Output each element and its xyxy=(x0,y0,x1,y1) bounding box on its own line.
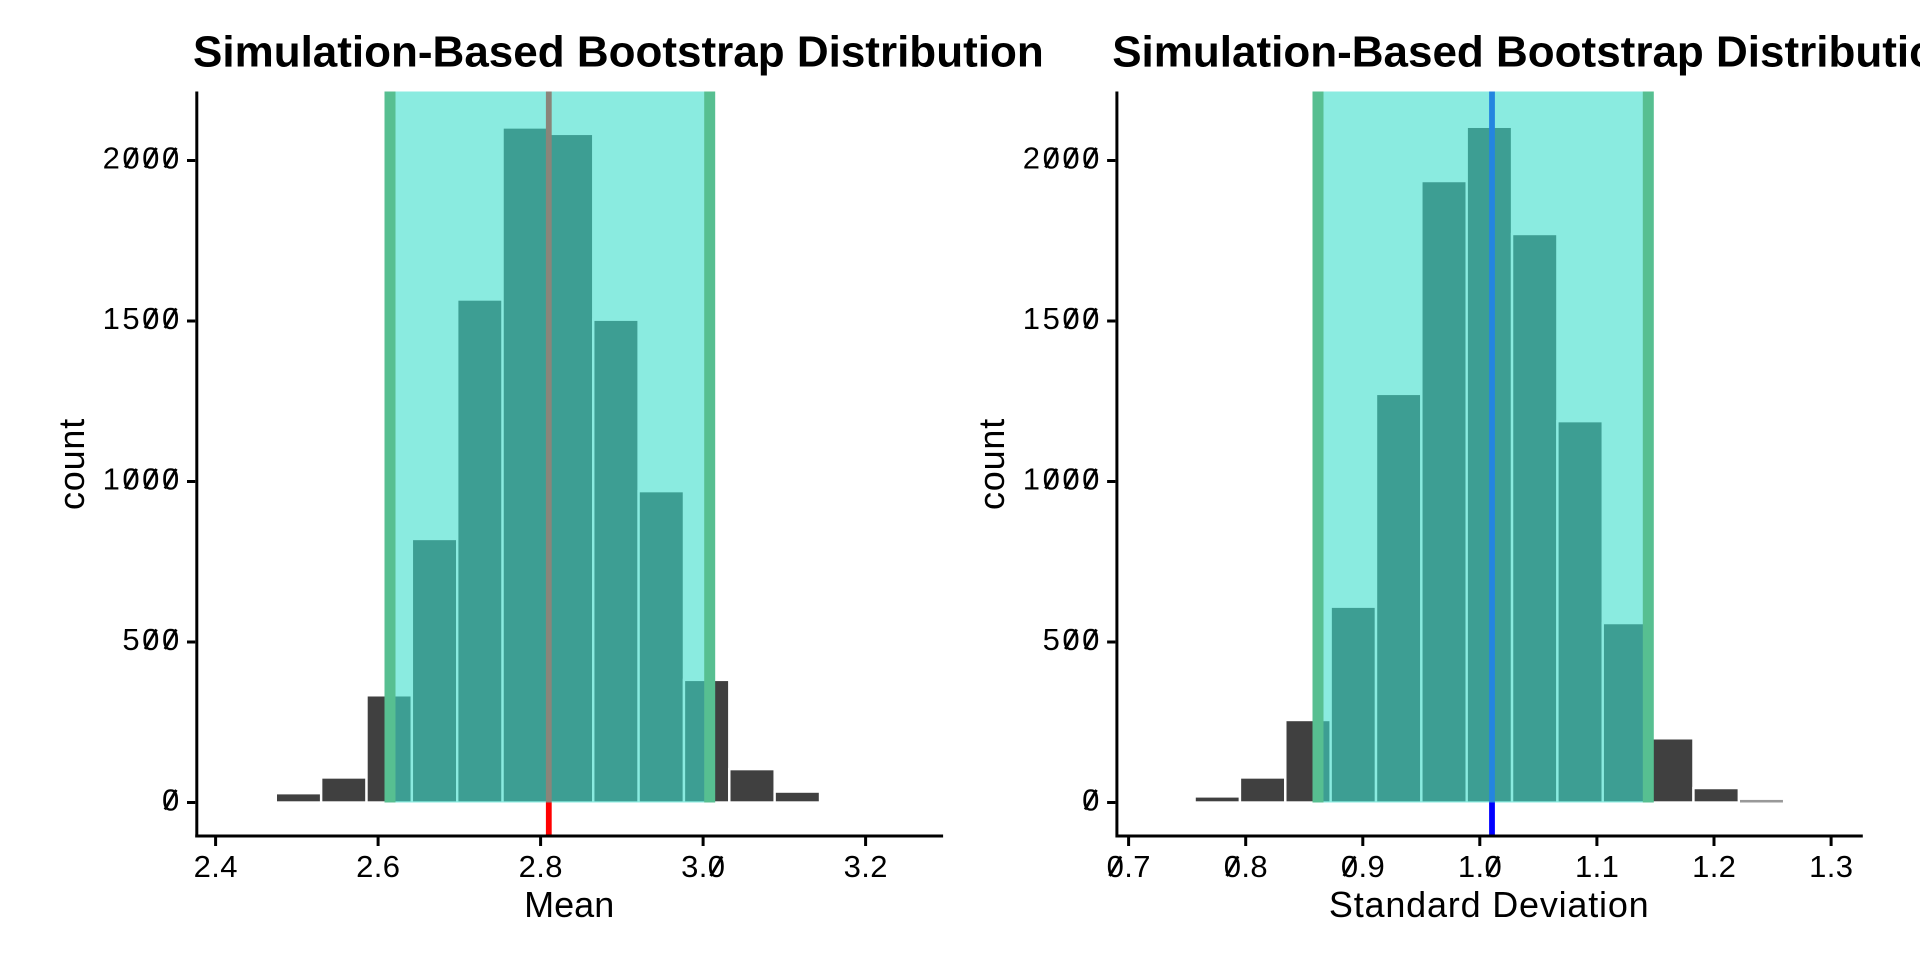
svg-text:Simulation-Based Bootstrap Dis: Simulation-Based Bootstrap Distribution xyxy=(193,28,1044,77)
svg-text:.: . xyxy=(1710,849,1719,884)
svg-text:9: 9 xyxy=(1367,849,1384,884)
svg-text:8: 8 xyxy=(545,849,562,884)
svg-text:2: 2 xyxy=(194,849,211,884)
svg-text:count: count xyxy=(971,418,1012,510)
svg-text:.: . xyxy=(211,849,220,884)
svg-text:4: 4 xyxy=(220,849,237,884)
svg-text:2: 2 xyxy=(103,141,120,176)
svg-text:.: . xyxy=(699,849,708,884)
svg-text:2: 2 xyxy=(870,849,887,884)
svg-text:.: . xyxy=(1475,849,1484,884)
svg-text:.: . xyxy=(536,849,545,884)
svg-text:3: 3 xyxy=(844,849,861,884)
svg-text:1: 1 xyxy=(1602,849,1619,884)
svg-text:2: 2 xyxy=(519,849,536,884)
svg-text:.: . xyxy=(1358,849,1367,884)
svg-text:1: 1 xyxy=(103,462,120,497)
svg-text:5: 5 xyxy=(122,622,139,657)
svg-text:Standard Deviation: Standard Deviation xyxy=(1329,884,1650,925)
svg-text:count: count xyxy=(51,418,92,510)
svg-text:.: . xyxy=(1827,849,1836,884)
svg-text:2: 2 xyxy=(1023,141,1040,176)
svg-text:1: 1 xyxy=(1809,849,1826,884)
svg-text:1: 1 xyxy=(1575,849,1592,884)
svg-text:5: 5 xyxy=(1043,301,1060,336)
svg-text:5: 5 xyxy=(1043,622,1060,657)
svg-text:Simulation-Based Bootstrap Dis: Simulation-Based Bootstrap Distribution xyxy=(1112,28,1920,77)
svg-text:5: 5 xyxy=(122,301,139,336)
svg-text:7: 7 xyxy=(1133,849,1150,884)
svg-text:8: 8 xyxy=(1250,849,1267,884)
svg-text:1: 1 xyxy=(1458,849,1475,884)
svg-text:.: . xyxy=(1241,849,1250,884)
svg-text:.: . xyxy=(1593,849,1602,884)
svg-text:2: 2 xyxy=(356,849,373,884)
svg-text:2: 2 xyxy=(1719,849,1736,884)
svg-text:3: 3 xyxy=(681,849,698,884)
svg-text:6: 6 xyxy=(383,849,400,884)
svg-text:1: 1 xyxy=(1023,301,1040,336)
svg-text:1: 1 xyxy=(1023,462,1040,497)
svg-text:.: . xyxy=(861,849,870,884)
svg-text:.: . xyxy=(374,849,383,884)
svg-text:3: 3 xyxy=(1836,849,1853,884)
svg-text:1: 1 xyxy=(103,301,120,336)
svg-text:.: . xyxy=(1124,849,1133,884)
svg-text:1: 1 xyxy=(1692,849,1709,884)
svg-text:Mean: Mean xyxy=(524,884,614,925)
